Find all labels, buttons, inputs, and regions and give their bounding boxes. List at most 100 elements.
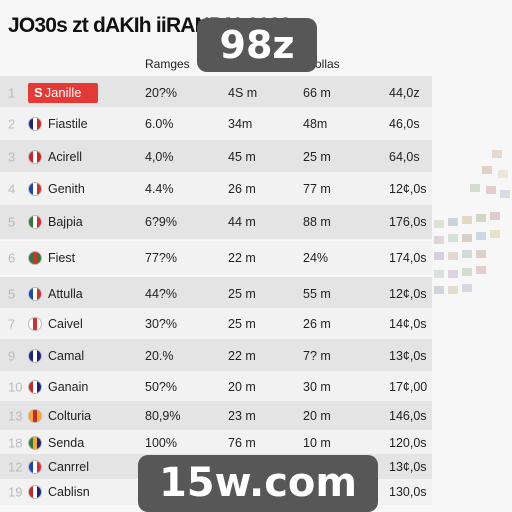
row-value-4: 44,0z bbox=[389, 85, 420, 100]
table-row: 2 Fiastile 6.0% 34m 48m 46,0s bbox=[0, 107, 432, 140]
flag-icon bbox=[28, 215, 42, 229]
row-value-4: 120,0s bbox=[389, 436, 427, 450]
flag-icon bbox=[28, 116, 42, 131]
row-rank: 5 bbox=[8, 286, 16, 301]
row-value-2: 25 m bbox=[228, 286, 256, 301]
row-name: Fiastile bbox=[48, 116, 88, 131]
row-value-4: 12¢,0s bbox=[389, 181, 427, 196]
row-name: Colturia bbox=[48, 409, 92, 423]
row-name: Cablisn bbox=[48, 485, 90, 499]
row-value-3: 77 m bbox=[303, 181, 331, 196]
row-rank: 13 bbox=[8, 408, 23, 424]
watermark-badge-bottom: 15w.com bbox=[138, 455, 378, 512]
row-value-2: 44 m bbox=[228, 215, 256, 229]
row-value-2: 22 m bbox=[228, 348, 256, 363]
row-value-4: 130,0s bbox=[389, 485, 427, 499]
table-row: 4 Genith 4.4% 26 m 77 m 12¢,0s bbox=[0, 172, 432, 205]
row-value-4: 174,0s bbox=[389, 251, 427, 265]
row-name: Genith bbox=[48, 181, 85, 196]
table-row: 10 Ganain 50?% 20 m 30 m 17¢,00 bbox=[0, 371, 432, 403]
row-value-1: 80,9% bbox=[145, 409, 181, 423]
row-name: Acirell bbox=[48, 149, 83, 164]
row-value-3: 55 m bbox=[303, 286, 331, 301]
table-row: 9 Camal 20.% 22 m 7? m 13¢,0s bbox=[0, 339, 432, 372]
row-value-2: 34m bbox=[228, 116, 253, 131]
row-rank: 6 bbox=[8, 250, 16, 266]
row-value-3: 30 m bbox=[303, 380, 331, 394]
row-value-3: 26 m bbox=[303, 317, 331, 331]
row-value-1: 4,0% bbox=[145, 149, 174, 164]
table-row: 5 Bajpia 6?9% 44 m 88 m 176,0s bbox=[0, 205, 432, 239]
flag-icon bbox=[28, 409, 42, 423]
row-value-1: 4.4% bbox=[145, 181, 174, 196]
row-rank: 9 bbox=[8, 348, 16, 363]
watermark-badge-top: 98z bbox=[197, 18, 317, 72]
row-name: Fiest bbox=[48, 251, 76, 265]
row-value-1: 20?% bbox=[145, 85, 177, 100]
row-name: Janille bbox=[44, 84, 82, 100]
flag-icon bbox=[28, 181, 42, 196]
table-row: 3 Acirell 4,0% 45 m 25 m 64,0s bbox=[0, 140, 432, 173]
row-value-2: 22 m bbox=[228, 251, 256, 265]
tag-s-icon: S bbox=[34, 84, 43, 100]
table-row: 7 Caivel 30?% 25 m 26 m 14¢,0s bbox=[0, 308, 432, 340]
row-rank: 1 bbox=[8, 85, 16, 100]
row-value-4: 13¢,0s bbox=[389, 460, 427, 474]
row-value-1: 44?% bbox=[145, 286, 177, 301]
row-value-4: 64,0s bbox=[389, 149, 420, 164]
row-value-2: 20 m bbox=[228, 380, 256, 394]
row-name: Caivel bbox=[48, 317, 83, 331]
table-row: 5 Attulla 44?% 25 m 55 m 12¢,0s bbox=[0, 277, 432, 310]
flag-icon bbox=[28, 286, 42, 301]
flag-icon bbox=[28, 348, 42, 363]
row-value-4: 14¢,0s bbox=[389, 317, 427, 331]
row-value-2: 45 m bbox=[228, 149, 256, 164]
row-rank: 2 bbox=[8, 116, 16, 131]
row-value-2: 4S m bbox=[228, 85, 258, 100]
decorative-flag-mosaic bbox=[434, 150, 510, 294]
row-name: Attulla bbox=[48, 286, 83, 301]
flag-icon bbox=[28, 436, 42, 450]
row-name: Senda bbox=[48, 436, 85, 450]
row-value-4: 46,0s bbox=[389, 116, 420, 131]
row-value-3: 20 m bbox=[303, 409, 331, 423]
row-value-1: 50?% bbox=[145, 380, 177, 394]
row-value-3: 7? m bbox=[303, 348, 331, 363]
row-value-2: 23 m bbox=[228, 409, 256, 423]
table-row: 1 S Janille 20?% 4S m 66 m 44,0z bbox=[0, 76, 432, 109]
row-value-3: 66 m bbox=[303, 85, 331, 100]
row-value-1: 100% bbox=[145, 436, 177, 450]
row-value-2: 26 m bbox=[228, 181, 256, 196]
row-value-1: 6?9% bbox=[145, 215, 177, 229]
column-header-1: Ramges bbox=[145, 57, 190, 71]
row-value-1: 6.0% bbox=[145, 116, 174, 131]
row-name: Canrrel bbox=[48, 460, 89, 474]
flag-icon bbox=[28, 251, 42, 265]
row-value-4: 146,0s bbox=[389, 409, 427, 423]
row-value-3: 10 m bbox=[303, 436, 331, 450]
row-rank: 5 bbox=[8, 214, 16, 230]
row-value-4: 13¢,0s bbox=[389, 348, 427, 363]
row-name: Ganain bbox=[48, 380, 89, 394]
top-rank-tag: S Janille bbox=[28, 82, 98, 103]
row-value-1: 20.% bbox=[145, 348, 174, 363]
row-rank: 3 bbox=[8, 149, 16, 164]
row-value-3: 24% bbox=[303, 251, 329, 265]
flag-icon bbox=[28, 485, 42, 499]
row-rank: 10 bbox=[8, 379, 23, 395]
row-rank: 18 bbox=[8, 435, 23, 451]
row-value-2: 25 m bbox=[228, 317, 256, 331]
row-value-1: 77?% bbox=[145, 251, 177, 265]
row-value-3: 48m bbox=[303, 116, 328, 131]
row-value-3: 25 m bbox=[303, 149, 331, 164]
row-rank: 12 bbox=[8, 459, 23, 475]
flag-icon bbox=[28, 460, 42, 474]
flag-icon bbox=[28, 380, 42, 394]
row-rank: 19 bbox=[8, 484, 23, 500]
flag-icon bbox=[28, 317, 42, 331]
row-value-4: 176,0s bbox=[389, 215, 427, 229]
row-value-3: 88 m bbox=[303, 215, 331, 229]
row-rank: 4 bbox=[8, 181, 16, 196]
row-name: Camal bbox=[48, 348, 85, 363]
row-value-1: 30?% bbox=[145, 317, 177, 331]
